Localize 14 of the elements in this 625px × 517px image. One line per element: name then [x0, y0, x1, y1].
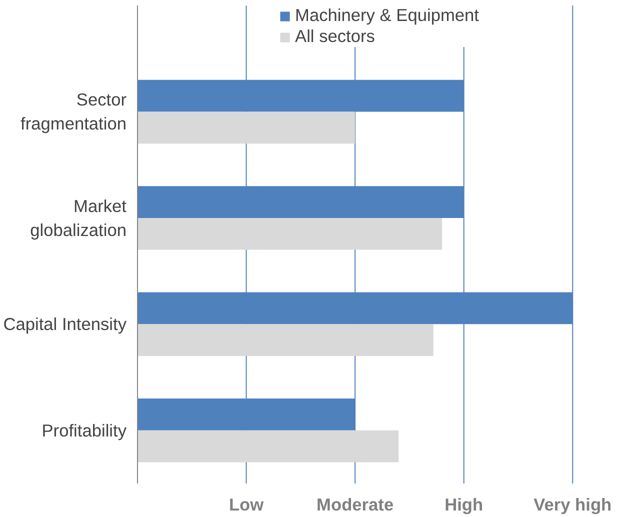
y-tick-label: Profitability — [42, 420, 127, 440]
bar — [138, 218, 442, 250]
y-tick-label: Market globalization — [30, 196, 127, 240]
bar — [138, 324, 434, 356]
bar — [138, 112, 356, 144]
bar — [138, 430, 399, 462]
legend-label: Machinery & Equipment — [295, 5, 479, 26]
text: Moderate — [316, 494, 394, 514]
legend-label: All sectors — [295, 26, 375, 47]
y-tick-label: Sector fragmentation — [20, 90, 127, 134]
y-tick-label: Capital Intensity — [3, 314, 127, 334]
text: High — [444, 494, 484, 514]
text: Low — [228, 494, 264, 514]
text: Very high — [534, 494, 612, 514]
